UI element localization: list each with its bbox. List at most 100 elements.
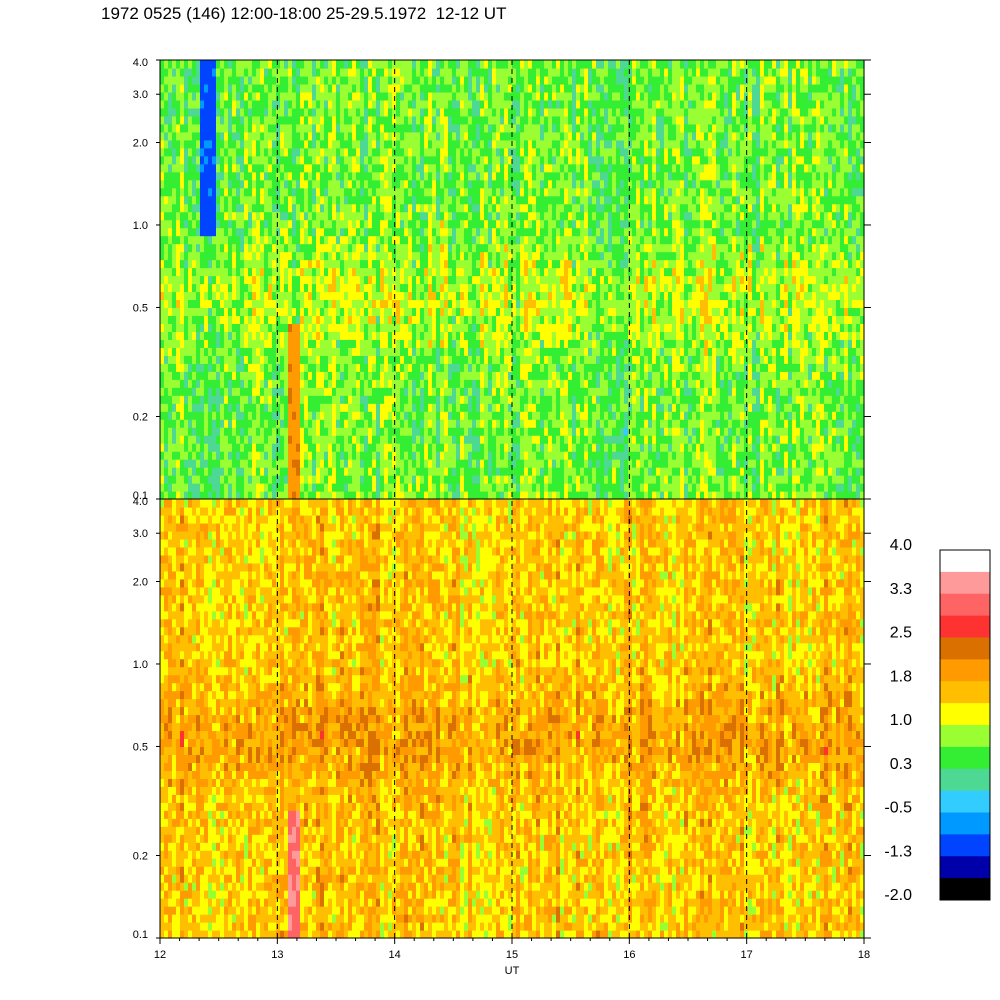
heatmap-cell [480,131,485,141]
heatmap-cell [436,355,441,364]
heatmap-cell [428,427,433,436]
heatmap-cell [364,267,369,277]
heatmap-cell [236,267,241,277]
heatmap-cell [360,331,365,340]
heatmap-cell [508,60,513,69]
heatmap-cell [252,131,257,141]
heatmap-cell [192,235,197,245]
heatmap-cell [332,91,337,101]
heatmap-cell [360,483,365,492]
heatmap-cell [456,107,461,117]
heatmap-cell [348,491,353,500]
heatmap-cell [432,91,437,101]
heatmap-cell [220,459,225,468]
heatmap-cell [412,443,417,452]
heatmap-cell [308,315,313,324]
heatmap-cell [224,235,229,245]
heatmap-cell [356,75,361,85]
heatmap-cell [268,259,273,269]
heatmap-cell [244,115,249,125]
heatmap-cell [448,291,453,301]
heatmap-cell [164,371,169,380]
heatmap-cell [412,179,417,189]
heatmap-cell [304,283,309,293]
heatmap-cell [204,291,209,301]
heatmap-cell [220,419,225,428]
heatmap-cell [236,227,241,237]
heatmap-cell [452,107,457,117]
heatmap-cell [344,259,349,269]
heatmap-cell [516,339,521,348]
heatmap-cell [360,459,365,468]
heatmap-cell [168,171,173,181]
heatmap-cell [164,299,169,309]
heatmap-cell [504,251,509,261]
heatmap-cell [384,307,389,317]
heatmap-cell [344,363,349,372]
heatmap-cell [184,83,189,93]
heatmap-cell [164,275,169,285]
heatmap-cell [336,107,341,117]
heatmap-cell [404,60,409,69]
heatmap-cell [496,459,501,468]
heatmap-cell [188,331,193,340]
heatmap-cell [184,163,189,173]
heatmap-cell [460,307,465,317]
heatmap-cell [504,83,509,93]
heatmap-cell [468,203,473,213]
heatmap-cell [232,91,237,101]
heatmap-cell [272,139,277,149]
heatmap-cell [176,491,181,500]
heatmap-cell [268,411,273,420]
heatmap-cell [252,331,257,340]
heatmap-cell [300,67,305,77]
heatmap-cell [224,403,229,412]
heatmap-cell [512,491,517,500]
heatmap-cell [348,155,353,165]
heatmap-cell [200,299,205,309]
heatmap-cell [388,131,393,141]
heatmap-cell [240,275,245,285]
heatmap-cell [288,91,293,101]
heatmap-cell [508,403,513,412]
heatmap-cell [164,195,169,205]
heatmap-cell [264,331,269,340]
heatmap-cell [360,115,365,125]
heatmap-cell [308,155,313,165]
heatmap-cell [260,251,265,261]
heatmap-cell [348,451,353,460]
heatmap-cell [288,475,293,484]
heatmap-cell [164,483,169,492]
heatmap-cell [272,347,277,356]
heatmap-cell [220,451,225,460]
heatmap-cell [492,91,497,101]
heatmap-cell [368,379,373,388]
heatmap-cell [412,339,417,348]
heatmap-cell [232,139,237,149]
heatmap-cell [216,403,221,412]
heatmap-cell [344,459,349,468]
heatmap-cell [212,187,217,197]
heatmap-cell [248,451,253,460]
heatmap-cell [420,155,425,165]
heatmap-cell [316,139,321,149]
heatmap-cell [172,475,177,484]
heatmap-cell [248,331,253,340]
heatmap-cell [160,171,165,181]
heatmap-cell [420,283,425,293]
heatmap-cell [212,123,217,133]
heatmap-cell [216,123,221,133]
heatmap-cell [172,331,177,340]
heatmap-cell [280,379,285,388]
heatmap-cell [276,307,281,317]
heatmap-cell [404,411,409,420]
heatmap-cell [328,107,333,117]
heatmap-cell [244,60,249,69]
heatmap-cell [320,227,325,237]
heatmap-cell [368,155,373,165]
heatmap-cell [460,75,465,85]
heatmap-cell [396,355,401,364]
heatmap-cell [452,315,457,324]
heatmap-cell [504,291,509,301]
heatmap-cell [288,115,293,125]
